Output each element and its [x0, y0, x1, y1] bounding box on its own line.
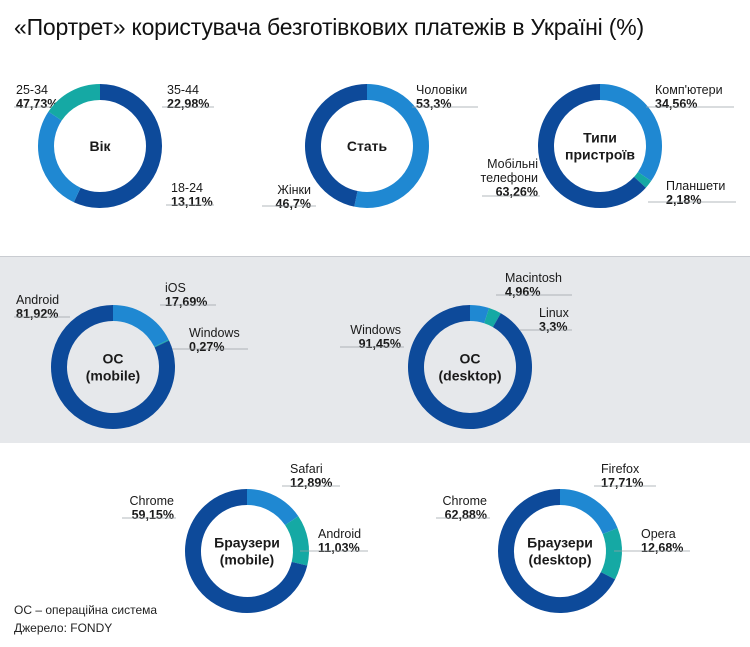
page-title: «Портрет» користувача безготівкових плат…: [14, 14, 644, 40]
donut-slice: [600, 528, 622, 580]
donut-center-label: Вік: [89, 138, 111, 154]
donut-center-label: ОС: [460, 351, 481, 367]
slice-name-label: 25-34: [16, 83, 48, 97]
slice-name-label: Комп'ютери: [655, 83, 723, 97]
donut-slice: [559, 489, 618, 535]
slice-value-label: 0,27%: [189, 340, 224, 354]
slice-value-label: 47,73%: [16, 97, 58, 111]
donut-center-label: Стать: [347, 138, 388, 154]
slice-name-label: Жінки: [277, 183, 311, 197]
slice-value-label: 4,96%: [505, 285, 540, 299]
donut-slice: [483, 308, 501, 328]
band-browsers: [0, 443, 750, 647]
donut-center-label: (desktop): [439, 368, 502, 384]
donut-slice: [498, 489, 616, 613]
donut-center-label: (mobile): [86, 368, 140, 384]
slice-name-label: Macintosh: [505, 271, 562, 285]
slice-value-label: 12,89%: [290, 476, 332, 490]
donut-center-label: пристроїв: [565, 147, 635, 163]
slice-value-label: 46,7%: [276, 197, 311, 211]
slice-name-label: Чоловіки: [416, 83, 467, 97]
slice-value-label: 53,3%: [416, 97, 451, 111]
slice-value-label: 59,15%: [132, 508, 174, 522]
donut-slice: [305, 84, 368, 207]
donut-slice: [38, 111, 81, 203]
donut-slice: [599, 84, 662, 182]
slice-name-label: Linux: [539, 306, 570, 320]
slice-value-label: 22,98%: [167, 97, 209, 111]
slice-value-label: 2,18%: [666, 193, 701, 207]
slice-name-label: Android: [318, 527, 361, 541]
slice-value-label: 63,26%: [496, 185, 538, 199]
slice-name-label: 35-44: [167, 83, 199, 97]
slice-value-label: 17,69%: [165, 295, 207, 309]
donut-slice: [469, 305, 490, 324]
donut-slice: [354, 84, 429, 208]
slice-value-label: 13,11%: [171, 195, 213, 209]
slice-name-label: Opera: [641, 527, 676, 541]
donut-center-label: Браузери: [527, 535, 593, 551]
slice-name-label: Android: [16, 293, 59, 307]
slice-name-label: Windows: [189, 326, 240, 340]
slice-name-label: 18-24: [171, 181, 203, 195]
slice-name-label: Chrome: [130, 494, 175, 508]
slice-value-label: 11,03%: [318, 541, 360, 555]
slice-name-label: Планшети: [666, 179, 725, 193]
slice-value-label: 17,71%: [601, 476, 643, 490]
donut-center-label: (mobile): [220, 552, 274, 568]
slice-value-label: 91,45%: [359, 337, 401, 351]
donut-center-label: ОС: [103, 351, 124, 367]
donut-slice: [51, 305, 175, 429]
donut-slice: [284, 516, 309, 566]
slice-value-label: 62,88%: [445, 508, 487, 522]
slice-name-label: Мобільні телефони: [481, 157, 539, 185]
donut-slice: [633, 171, 652, 188]
slice-name-label: Safari: [290, 462, 323, 476]
slice-name-label: Chrome: [443, 494, 488, 508]
donut-slice: [246, 489, 299, 526]
donut-slice: [408, 305, 532, 429]
slice-value-label: 34,56%: [655, 97, 697, 111]
slice-name-label: Windows: [350, 323, 401, 337]
donut-center-label: Типи: [583, 130, 617, 146]
donut-center-label: (desktop): [529, 552, 592, 568]
donut-slice: [112, 305, 169, 348]
donut-slice: [538, 84, 646, 208]
slice-value-label: 3,3%: [539, 320, 568, 334]
donut-slice: [185, 489, 308, 613]
slice-name-label: iOS: [165, 281, 186, 295]
footnote: ОС – операційна система: [14, 603, 158, 617]
donut-slice: [48, 84, 101, 121]
donut-center-label: Браузери: [214, 535, 280, 551]
slice-value-label: 12,68%: [641, 541, 683, 555]
donut-slice: [73, 84, 162, 208]
source-note: Джерело: FONDY: [14, 621, 113, 635]
slice-value-label: 81,92%: [16, 307, 58, 321]
slice-name-label: Firefox: [601, 462, 640, 476]
